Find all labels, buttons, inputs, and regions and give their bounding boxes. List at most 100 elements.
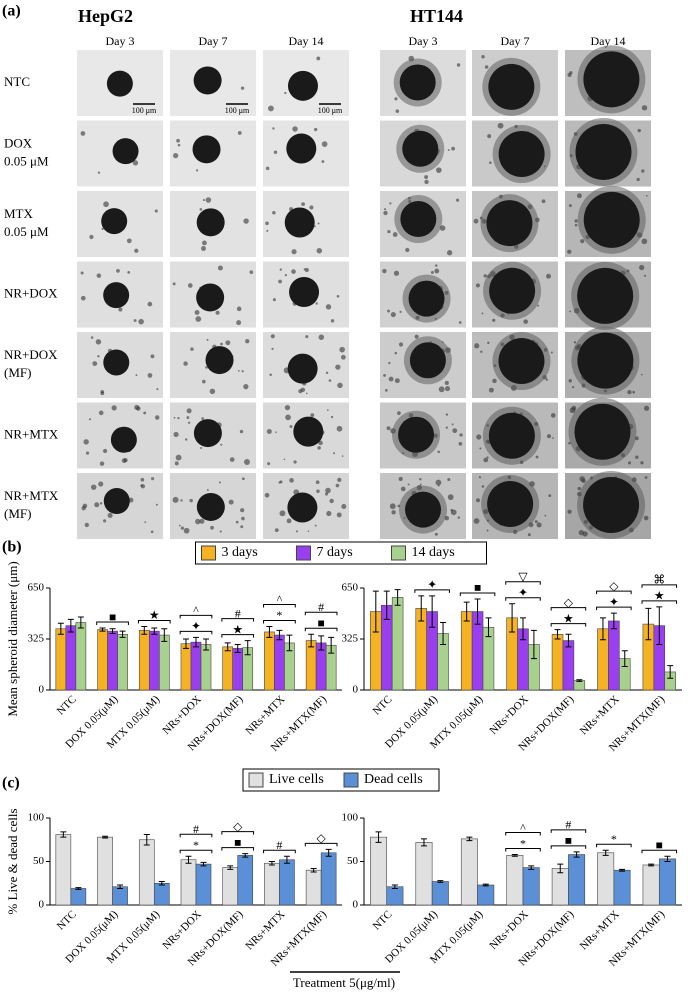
significance-bracket: [459, 592, 496, 596]
significance-mark: ^: [193, 603, 199, 617]
x-axis-label: Treatment 5(μg/ml): [293, 975, 395, 990]
debris: [573, 341, 577, 344]
debris: [646, 194, 648, 197]
debris: [99, 502, 103, 505]
debris: [118, 307, 123, 312]
spheroid: [583, 191, 640, 248]
x-tick-label: NTC: [371, 693, 395, 717]
debris: [436, 167, 442, 173]
debris: [90, 484, 97, 490]
spheroid: [284, 207, 315, 238]
debris: [398, 342, 404, 347]
significance-bracket: [550, 607, 587, 611]
debris: [389, 202, 392, 205]
debris: [138, 318, 144, 325]
debris: [475, 283, 481, 288]
debris: [245, 339, 250, 344]
debris: [173, 153, 179, 159]
debris: [387, 309, 390, 313]
significance-bracket: [641, 600, 678, 604]
debris: [434, 268, 440, 274]
significance-bracket: [179, 833, 213, 838]
debris: [444, 386, 451, 392]
debris: [326, 510, 332, 517]
debris: [640, 373, 643, 376]
debris: [458, 441, 463, 446]
significance-bracket: [137, 619, 171, 624]
significance-mark: *: [276, 608, 282, 622]
row-label: 0.05 μM: [4, 153, 49, 168]
error-bar: [391, 884, 398, 889]
debris: [271, 347, 274, 351]
debris: [569, 310, 572, 313]
legend-label: 7 days: [317, 545, 353, 560]
error-bar: [437, 880, 444, 883]
spheroid: [583, 476, 640, 533]
debris: [552, 437, 554, 439]
significance-bracket: [304, 611, 338, 616]
debris: [537, 304, 540, 307]
error-bar: [656, 606, 663, 645]
debris: [637, 128, 641, 133]
debris: [643, 405, 650, 411]
error-bar: [268, 861, 275, 866]
debris: [568, 204, 572, 208]
spheroid: [287, 70, 318, 101]
debris: [315, 302, 318, 305]
error-bar: [325, 848, 332, 857]
debris: [486, 456, 489, 459]
spheroid: [487, 480, 534, 527]
significance-mark: ■: [234, 835, 241, 849]
significance-bracket: [596, 843, 632, 848]
debris: [107, 512, 113, 518]
debris: [430, 270, 434, 274]
row-label: NR+MTX: [4, 488, 59, 503]
legend-label: 3 days: [222, 545, 258, 560]
spheroid: [577, 267, 634, 324]
bar: [320, 852, 337, 906]
debris: [414, 334, 419, 339]
spheroid: [193, 66, 222, 95]
debris: [217, 265, 223, 271]
y-tick-label: 50: [33, 855, 45, 867]
debris: [574, 219, 578, 223]
debris: [173, 416, 176, 419]
debris: [571, 386, 575, 389]
debris: [291, 269, 296, 274]
debris: [487, 134, 492, 139]
debris: [88, 418, 92, 421]
debris: [241, 477, 245, 481]
debris: [481, 485, 485, 488]
debris: [249, 270, 254, 274]
error-bar: [440, 622, 447, 645]
bar: [180, 643, 192, 691]
debris: [243, 383, 249, 390]
significance-mark: #: [276, 838, 282, 852]
debris: [318, 334, 325, 340]
spheroid: [402, 130, 439, 167]
debris: [279, 480, 283, 484]
debris: [434, 264, 438, 267]
spheroid: [103, 349, 130, 376]
debris: [388, 376, 394, 382]
spheroid: [196, 492, 225, 521]
bar: [562, 640, 575, 691]
debris: [339, 346, 345, 353]
debris: [264, 492, 270, 498]
debris: [269, 373, 272, 376]
significance-mark: *: [520, 836, 526, 850]
debris: [240, 525, 244, 529]
debris: [121, 458, 127, 464]
spheroid: [400, 201, 437, 238]
significance-mark: ◇: [564, 595, 574, 609]
bar: [75, 622, 87, 691]
debris: [140, 477, 145, 482]
error-bar: [573, 851, 580, 858]
debris: [202, 198, 206, 202]
debris: [241, 370, 244, 373]
debris: [267, 462, 271, 466]
bar: [237, 855, 254, 906]
debris: [195, 518, 201, 525]
debris: [205, 366, 208, 369]
